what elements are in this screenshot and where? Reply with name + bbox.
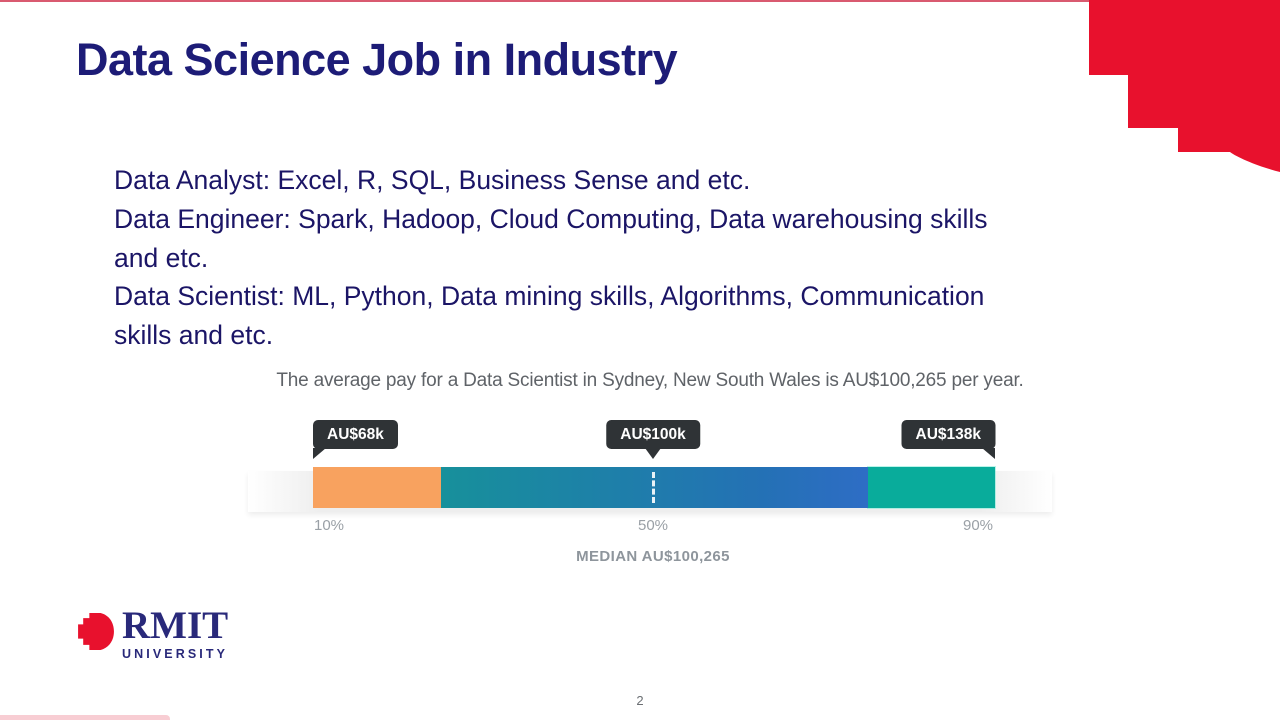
body-line: skills and etc. [114,320,274,351]
rmit-logo-subtitle: UNIVERSITY [122,647,229,661]
median-dashed-line [652,472,655,503]
salary-caption: The average pay for a Data Scientist in … [276,370,1024,391]
salary-segment-mid [441,467,868,508]
badge-pointer [313,448,326,459]
salary-bar [313,466,996,509]
salary-badge-90th: AU$138k [901,420,995,449]
salary-segment-high [867,466,996,509]
body-line: and etc. [114,242,209,273]
badge-pointer [645,448,661,459]
percentile-tick-50: 50% [637,517,669,534]
slide-title: Data Science Job in Industry [76,34,678,85]
rmit-logo-text: RMIT UNIVERSITY [122,604,229,662]
body-line: Data Analyst: Excel, R, SQL, Business Se… [114,165,751,195]
salary-segment-low [313,467,441,508]
rmit-logo-name: RMIT [122,604,229,647]
top-red-hairline [0,0,1280,2]
percentile-tick-90: 90% [962,517,994,534]
body-line: Data Scientist: ML, Python, Data mining … [114,281,985,312]
slide-body: Data Analyst: Excel, R, SQL, Business Se… [114,161,1124,355]
rmit-logo-mark-icon [78,613,114,650]
badge-pointer [982,448,995,459]
page-number: 2 [636,693,644,708]
body-line: Data Engineer: Spark, Hadoop, Cloud Comp… [114,203,988,234]
rmit-logo: RMIT UNIVERSITY [76,606,228,661]
median-label: MEDIAN AU$100,265 [576,548,730,565]
corner-accent-shape [1089,0,1280,172]
percentile-tick-10: 10% [314,517,345,534]
salary-badge-10th: AU$68k [313,420,398,449]
salary-bar-track [248,471,1052,512]
salary-badge-median: AU$100k [606,420,700,449]
bottom-red-streak [0,715,170,720]
